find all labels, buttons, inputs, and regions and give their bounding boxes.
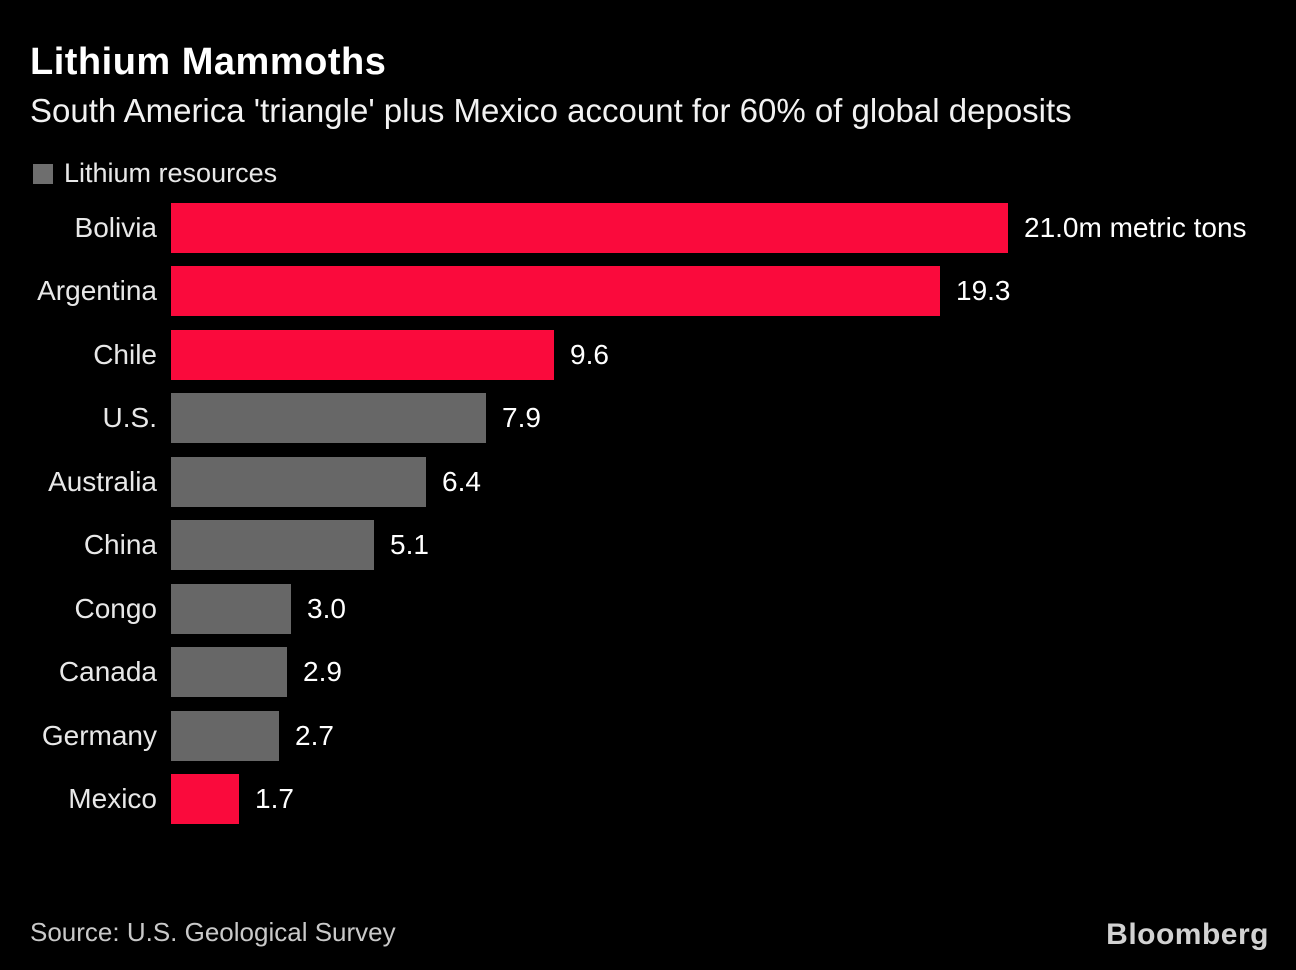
bar-row: Congo 3.0: [0, 583, 1296, 634]
category-label: U.S.: [102, 402, 157, 434]
bar: [171, 520, 374, 571]
category-label: Germany: [41, 719, 157, 751]
bar-row: Germany 2.7: [0, 710, 1296, 761]
bar-row: Argentina 19.3: [0, 266, 1296, 317]
source-note: Source: U.S. Geological Survey: [30, 917, 396, 947]
bar-row: Canada 2.9: [0, 647, 1296, 698]
chart-subtitle: South America 'triangle' plus Mexico acc…: [30, 91, 1072, 129]
bar-row: Bolivia 21.0m metric tons: [0, 202, 1296, 253]
category-label: Bolivia: [74, 211, 157, 243]
bloomberg-logo: Bloomberg: [1106, 918, 1269, 951]
value-label: 5.1: [390, 529, 429, 561]
category-label: Chile: [93, 338, 157, 370]
bar: [171, 774, 239, 825]
category-label: Mexico: [68, 783, 157, 815]
legend-label: Lithium resources: [64, 158, 278, 189]
category-label: Argentina: [37, 275, 157, 307]
category-label: China: [83, 529, 157, 561]
bar: [171, 583, 291, 634]
bar: [171, 456, 426, 507]
chart-title: Lithium Mammoths: [30, 41, 387, 83]
bar: [171, 329, 554, 380]
bar: [171, 710, 279, 761]
value-label: 6.4: [442, 465, 481, 497]
bar-row: Mexico 1.7: [0, 774, 1296, 825]
value-label: 9.6: [570, 338, 609, 370]
bar-rows: Bolivia 21.0m metric tons Argentina 19.3 Chi…: [0, 202, 1296, 825]
legend: Lithium resources: [33, 158, 1296, 188]
value-label: 7.9: [502, 402, 541, 434]
bar: [171, 202, 1008, 253]
category-label: Australia: [48, 465, 157, 497]
value-label: 2.7: [295, 719, 334, 751]
bar-row: Australia 6.4: [0, 456, 1296, 507]
category-label: Canada: [58, 656, 157, 688]
legend-swatch-icon: [33, 163, 53, 184]
value-label: 3.0: [307, 592, 346, 624]
category-label: Congo: [74, 592, 157, 624]
bar-row: China 5.1: [0, 520, 1296, 571]
bar-row: U.S. 7.9: [0, 393, 1296, 444]
value-label: 19.3: [956, 275, 1011, 307]
value-label: 1.7: [255, 783, 294, 815]
value-label: 2.9: [303, 656, 342, 688]
bar-row: Chile 9.6: [0, 329, 1296, 380]
bar: [171, 266, 940, 317]
bar: [171, 647, 287, 698]
value-label: 21.0m metric tons: [1024, 211, 1247, 243]
bar: [171, 393, 486, 444]
